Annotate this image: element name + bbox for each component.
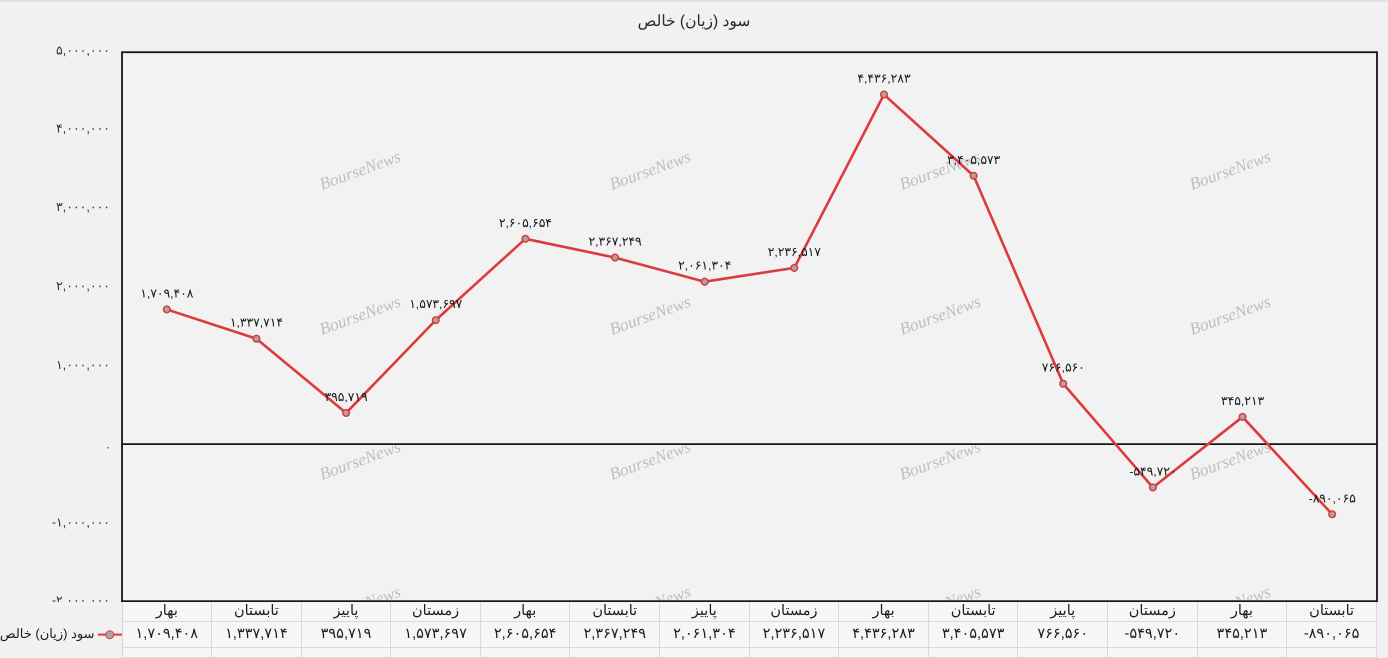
svg-text:-۵۴۹,۷۲۰: -۵۴۹,۷۲۰ bbox=[1129, 464, 1176, 478]
svg-text:۱,۳۳۷,۷۱۴: ۱,۳۳۷,۷۱۴ bbox=[230, 316, 283, 330]
svg-text:۴,۰۰۰,۰۰۰: ۴,۰۰۰,۰۰۰ bbox=[56, 121, 110, 135]
svg-text:۳۴۵,۲۱۳: ۳۴۵,۲۱۳ bbox=[1221, 394, 1264, 408]
svg-text:۲,۳۶۷,۲۴۹: ۲,۳۶۷,۲۴۹ bbox=[589, 235, 642, 249]
svg-text:۱,۰۰۰,۰۰۰: ۱,۰۰۰,۰۰۰ bbox=[56, 358, 110, 372]
svg-text:-۱,۰۰۰,۰۰۰: -۱,۰۰۰,۰۰۰ bbox=[52, 516, 110, 530]
svg-text:۲,۰۶۱,۳۰۴: ۲,۰۶۱,۳۰۴ bbox=[678, 259, 731, 273]
svg-text:-۸۹۰,۰۶۵: -۸۹۰,۰۶۵ bbox=[1309, 491, 1356, 505]
svg-text:۷۶۶,۵۶۰: ۷۶۶,۵۶۰ bbox=[1042, 361, 1085, 375]
svg-text:۳۹۵,۷۱۹: ۳۹۵,۷۱۹ bbox=[325, 390, 368, 404]
svg-text:۱,۵۷۳,۶۹۷: ۱,۵۷۳,۶۹۷ bbox=[409, 297, 462, 311]
svg-text:۳,۴۰۵,۵۷۳: ۳,۴۰۵,۵۷۳ bbox=[947, 153, 1000, 167]
svg-text:۲,۰۰۰,۰۰۰: ۲,۰۰۰,۰۰۰ bbox=[56, 279, 110, 293]
svg-text:.: . bbox=[107, 438, 110, 452]
svg-text:۳,۰۰۰,۰۰۰: ۳,۰۰۰,۰۰۰ bbox=[56, 200, 110, 214]
svg-text:۲,۲۳۶,۵۱۷: ۲,۲۳۶,۵۱۷ bbox=[768, 245, 821, 259]
svg-text:۲,۶۰۵,۶۵۴: ۲,۶۰۵,۶۵۴ bbox=[499, 216, 552, 230]
svg-text:۵,۰۰۰,۰۰۰: ۵,۰۰۰,۰۰۰ bbox=[56, 44, 110, 58]
svg-text:۴,۴۳۶,۲۸۳: ۴,۴۳۶,۲۸۳ bbox=[857, 72, 910, 86]
svg-text:۱,۷۰۹,۴۰۸: ۱,۷۰۹,۴۰۸ bbox=[140, 286, 193, 300]
